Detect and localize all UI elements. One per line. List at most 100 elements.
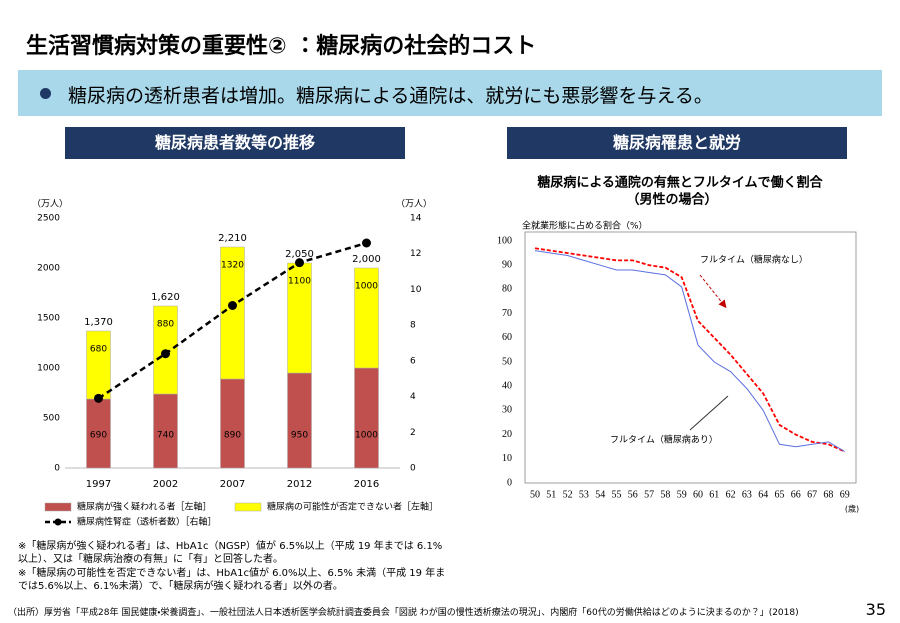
line (534, 250, 845, 452)
line-marker (295, 258, 304, 268)
note: ※「糖尿病が強く疑われる者」は、HbA1c（NGSP）値が 6.5%以上（平成 … (18, 541, 443, 565)
y-axis-label: 全就業形態に占める割合（%） (522, 220, 648, 232)
bar-segment (153, 393, 178, 469)
bar-segment (220, 378, 245, 469)
x-tick-label: 61 (709, 489, 719, 500)
value-label: 1100 (288, 277, 311, 287)
page-number: 35 (865, 600, 886, 619)
bar-segment (354, 367, 379, 469)
value-label: 1320 (221, 261, 244, 271)
bullet (40, 88, 51, 99)
x-tick-label: 54 (595, 489, 605, 500)
y-tick-label: 40 (502, 380, 512, 391)
banner-text: 糖尿病の透析患者は増加。糖尿病による通院は、就労にも悪影響を与える。 (68, 85, 713, 107)
y2-tick-label: 6 (410, 356, 416, 366)
value-label: 880 (157, 320, 174, 330)
y2-tick-label: 0 (410, 464, 416, 474)
x-tick-label: 50 (530, 489, 540, 500)
x-tick-label: 2007 (220, 479, 245, 490)
x-tick-label: 67 (807, 489, 817, 500)
y-tick-label: 0 (507, 477, 512, 488)
value-label: 890 (224, 431, 241, 441)
x-tick-label: 52 (563, 489, 573, 500)
x-tick-label: 59 (677, 489, 687, 500)
total-label: 1,370 (84, 317, 113, 328)
y2-tick-label: 12 (410, 249, 421, 259)
source: （出所）厚労省「平成28年 国民健康・栄養調査」、一般社団法人日本透析医学会統計… (8, 608, 799, 618)
y-tick-label: 500 (43, 414, 60, 424)
plot-frame (524, 231, 857, 484)
bar-segment (153, 305, 178, 395)
x-tick-label: 69 (840, 489, 850, 500)
y-tick-label: 50 (502, 356, 512, 367)
bar-segment (86, 330, 111, 400)
x-tick-label: 60 (693, 489, 703, 500)
value-label: 690 (90, 431, 107, 441)
x-tick-label: 65 (775, 489, 785, 500)
line (534, 247, 846, 453)
y2-tick-label: 2 (410, 428, 416, 438)
value-label: 680 (90, 345, 107, 355)
y2-tick-label: 4 (410, 392, 416, 402)
x-tick-label: 62 (726, 489, 736, 500)
x-axis-label: (歳) (845, 504, 859, 514)
x-tick-label: 2012 (287, 479, 312, 490)
y-tick-label: 100 (497, 235, 512, 246)
x-tick-label: 57 (644, 489, 654, 500)
y2-tick-label: 14 (410, 214, 422, 224)
bar-segment (354, 267, 379, 369)
value-label: 950 (291, 431, 308, 441)
legend-label: 糖尿病の可能性が否定できない者［左軸］ (267, 501, 438, 513)
y-tick-label: 60 (502, 332, 512, 343)
y-tick-label: 70 (502, 308, 512, 319)
x-tick-label: 66 (791, 489, 801, 500)
x-tick-label: 1997 (86, 479, 111, 490)
y2-axis-label: （万人） (396, 199, 432, 210)
annotation: フルタイム（糖尿病なし） (700, 254, 808, 266)
total-label: 2,050 (285, 249, 314, 260)
x-tick-label: 68 (823, 489, 833, 500)
x-tick-label: 2016 (354, 479, 379, 490)
bar-segment (287, 372, 312, 469)
y-tick-label: 90 (502, 259, 512, 270)
line-marker (228, 301, 237, 310)
y-tick-label: 20 (502, 429, 512, 440)
value-label: 1000 (355, 282, 378, 292)
annotation: フルタイム（糖尿病あり） (610, 434, 718, 446)
panel-header: 糖尿病罹患と就労 (507, 127, 847, 159)
value-label: 1000 (355, 431, 378, 441)
value-label: 740 (157, 431, 174, 441)
chart-subtitle: （男性の場合） (626, 192, 717, 208)
banner: 糖尿病の透析患者は増加。糖尿病による通院は、就労にも悪影響を与える。 (18, 70, 882, 116)
y-tick-label: 0 (54, 464, 60, 474)
y2-tick-label: 10 (410, 285, 422, 295)
legend-label: 糖尿病性腎症（透析者数）［右軸］ (77, 516, 217, 528)
y-axis-label: （万人） (32, 199, 68, 210)
total-label: 2,210 (218, 233, 247, 244)
bar-segment (86, 398, 111, 469)
total-label: 2,000 (352, 254, 381, 265)
x-tick-label: 55 (612, 489, 622, 500)
y-tick-label: 2500 (37, 214, 60, 224)
line-marker (161, 349, 170, 359)
x-tick-label: 51 (546, 489, 556, 500)
y-tick-label: 10 (502, 453, 512, 464)
x-tick-label: 63 (742, 489, 752, 500)
annotation-arrow (699, 274, 727, 309)
total-label: 1,620 (151, 292, 180, 303)
x-tick-label: 53 (579, 489, 589, 500)
line-marker (94, 393, 103, 403)
y2-tick-label: 8 (410, 321, 416, 331)
legend-swatch (54, 518, 62, 526)
line-marker (362, 238, 371, 248)
y-tick-label: 1500 (37, 314, 60, 324)
note: ※「糖尿病の可能性を否定できない者」は、HbA1c値が 6.0%以上、6.5% … (18, 568, 446, 592)
y-tick-label: 2000 (37, 264, 60, 274)
slide-title: 生活習慣病対策の重要性② ：糖尿病の社会的コスト (26, 34, 537, 59)
x-tick-label: 2002 (153, 479, 178, 490)
y-tick-label: 80 (502, 284, 512, 295)
chart-title: 糖尿病による通院の有無とフルタイムで働く割合 (537, 175, 823, 191)
x-tick-label: 56 (628, 489, 638, 500)
